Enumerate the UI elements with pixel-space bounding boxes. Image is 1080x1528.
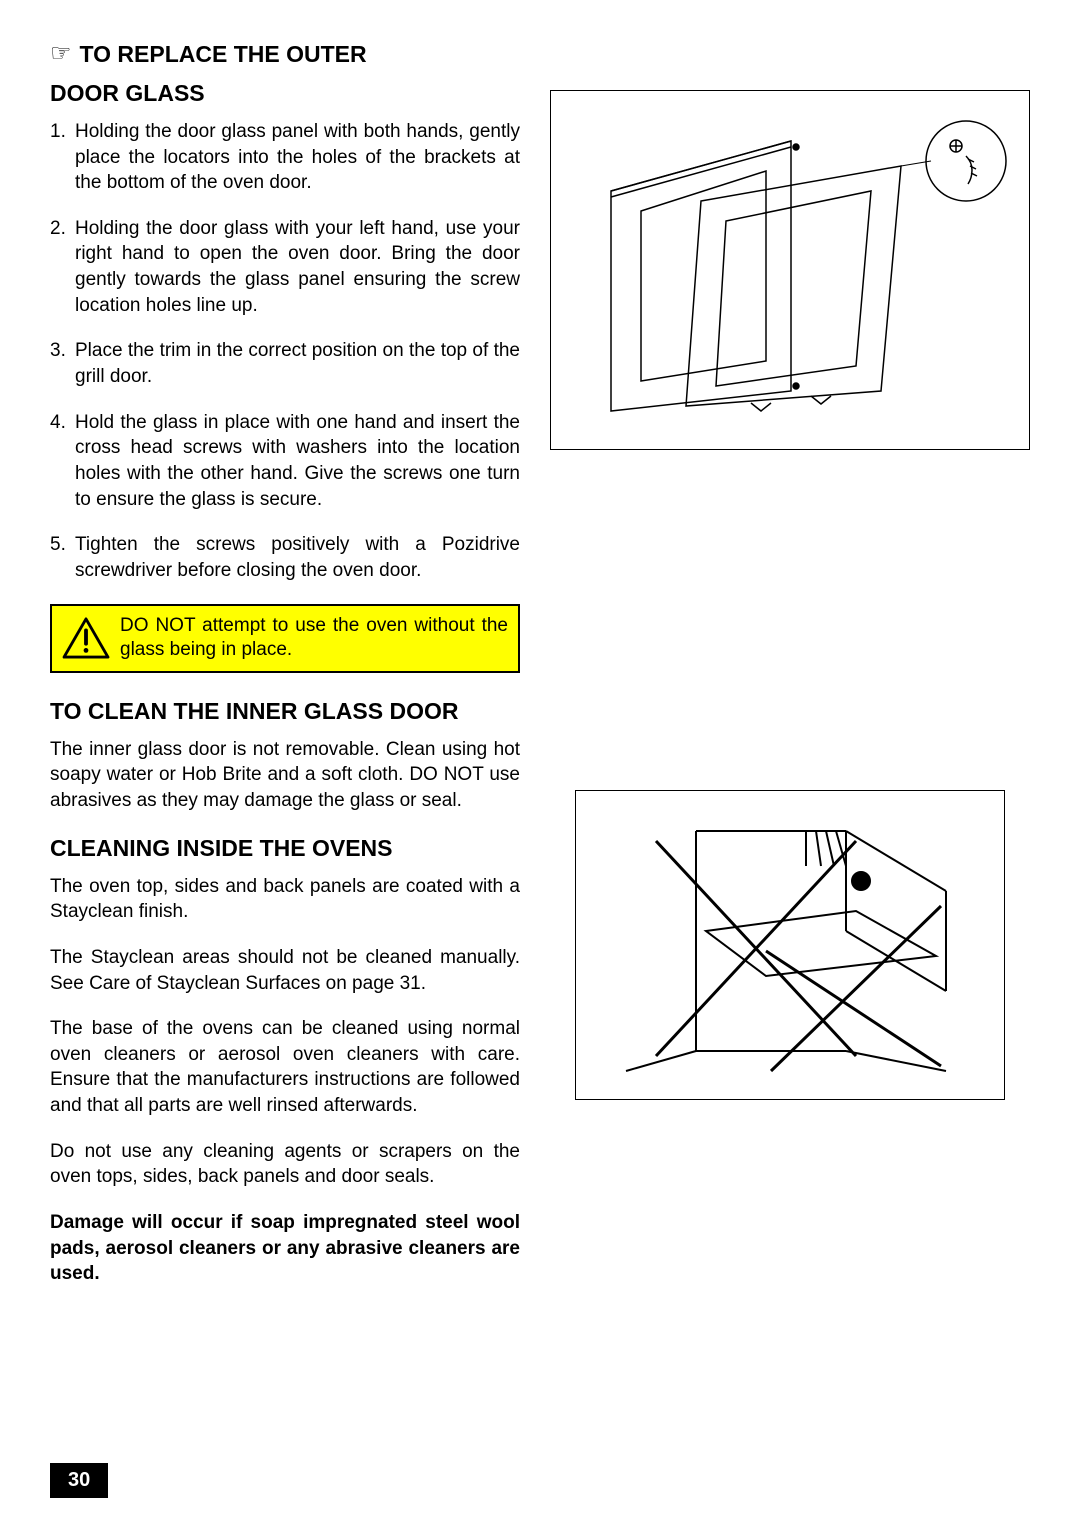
door-glass-diagram xyxy=(571,111,1011,431)
main-heading-line1: TO REPLACE THE OUTER xyxy=(80,40,367,70)
replace-steps-list: Holding the door glass panel with both h… xyxy=(50,119,520,584)
step-item: Holding the door glass panel with both h… xyxy=(50,119,520,196)
section3-p3: The base of the ovens can be cleaned usi… xyxy=(50,1016,520,1119)
warning-callout: DO NOT attempt to use the oven without t… xyxy=(50,604,520,673)
step-item: Place the trim in the correct position o… xyxy=(50,338,520,389)
step-item: Holding the door glass with your left ha… xyxy=(50,216,520,319)
hand-pointer-icon: ☞ xyxy=(50,42,72,66)
section3-heading: CLEANING INSIDE THE OVENS xyxy=(50,834,520,864)
warning-triangle-icon xyxy=(62,617,110,659)
step-item: Tighten the screws positively with a Poz… xyxy=(50,532,520,583)
figure-oven-interior xyxy=(575,790,1005,1100)
warning-text: DO NOT attempt to use the oven without t… xyxy=(120,614,508,663)
figure-door-glass xyxy=(550,90,1030,450)
main-heading-line2: DOOR GLASS xyxy=(50,80,520,107)
step-item: Hold the glass in place with one hand an… xyxy=(50,410,520,513)
section3-p2: The Stayclean areas should not be cleane… xyxy=(50,945,520,996)
section3-p1: The oven top, sides and back panels are … xyxy=(50,874,520,925)
section3-p4: Do not use any cleaning agents or scrape… xyxy=(50,1139,520,1190)
section2-heading: TO CLEAN THE INNER GLASS DOOR xyxy=(50,697,520,727)
oven-interior-diagram xyxy=(596,811,986,1081)
section2-body: The inner glass door is not removable. C… xyxy=(50,737,520,814)
page-number: 30 xyxy=(50,1463,108,1498)
section3-p5: Damage will occur if soap impregnated st… xyxy=(50,1210,520,1287)
